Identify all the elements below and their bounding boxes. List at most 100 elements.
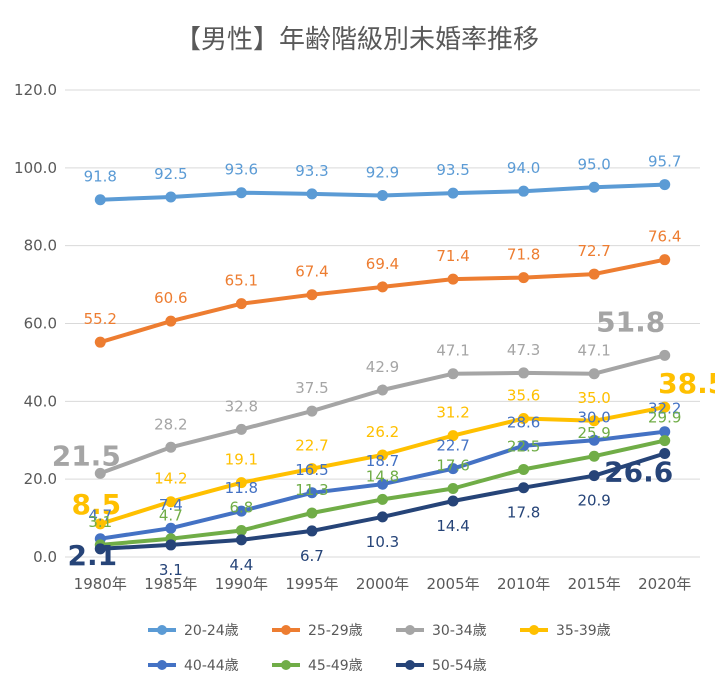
data-label: 37.5 [295, 379, 328, 397]
data-point [588, 434, 600, 446]
data-label: 19.1 [225, 451, 258, 469]
data-label: 93.5 [436, 161, 469, 179]
chart-title: 【男性】年齢階級別未婚率推移 [175, 25, 539, 55]
data-point [377, 511, 388, 523]
data-point [447, 495, 459, 507]
data-label: 3.1 [88, 513, 112, 531]
data-label: 17.8 [507, 504, 540, 522]
x-tick-label: 2010年 [497, 575, 550, 593]
data-point [518, 482, 530, 494]
y-axis-ticks: 0.0 20.0 40.0 60.0 80.0 100.0 120.0 [14, 81, 57, 566]
data-label: 31.2 [436, 404, 469, 422]
data-point [588, 450, 600, 462]
data-point [165, 522, 177, 534]
data-label: 22.7 [436, 437, 469, 455]
x-tick-label: 1985年 [144, 575, 197, 593]
data-point [94, 336, 106, 348]
data-label: 10.3 [366, 533, 399, 551]
data-label: 11.8 [225, 479, 258, 497]
data-point [306, 405, 318, 417]
data-point [659, 254, 671, 266]
data-point [588, 181, 600, 193]
data-label: 17.6 [436, 457, 469, 475]
data-label: 32.2 [648, 400, 681, 418]
data-point [659, 426, 671, 438]
data-label: 20.9 [577, 492, 610, 510]
data-label: 95.7 [648, 153, 681, 171]
data-label: 60.6 [154, 289, 187, 307]
data-label: 42.9 [366, 358, 399, 376]
legend-swatch-marker [281, 625, 291, 635]
legend-swatch-marker [157, 660, 167, 670]
data-point [518, 440, 530, 452]
x-tick-label: 1990年 [215, 575, 268, 593]
data-point [235, 505, 247, 517]
data-point [447, 483, 459, 495]
legend-swatch-marker [157, 625, 167, 635]
data-label: 93.3 [295, 162, 328, 180]
data-label: 4.7 [159, 507, 183, 525]
data-label: 71.4 [436, 247, 469, 265]
legend-swatch-marker [405, 660, 415, 670]
data-point [518, 412, 530, 424]
data-point [306, 463, 318, 475]
data-label: 25.9 [577, 424, 610, 442]
legend-label: 50-54歳 [432, 658, 487, 674]
data-label: 22.7 [295, 437, 328, 455]
data-point [94, 467, 106, 479]
data-point [447, 273, 459, 285]
data-point [377, 189, 388, 201]
y-tick-label: 80.0 [24, 237, 57, 255]
data-label: 47.1 [577, 342, 610, 360]
data-label: 35.0 [577, 389, 610, 407]
data-label: 21.5 [52, 439, 121, 472]
data-label: 35.6 [507, 386, 540, 404]
y-tick-label: 100.0 [14, 159, 57, 177]
data-label: 16.5 [295, 461, 328, 479]
data-point [306, 487, 318, 499]
y-tick-label: 0.0 [33, 548, 57, 566]
legend-label: 35-39歳 [556, 623, 611, 639]
x-axis-ticks: 1980年 1985年 1990年 1995年 2000年 2005年 2010年 2015年… [74, 575, 692, 593]
data-label: 18.7 [366, 452, 399, 470]
y-tick-label: 20.0 [24, 470, 57, 488]
y-tick-label: 120.0 [14, 81, 57, 99]
data-point [94, 194, 106, 206]
legend-swatch-marker [529, 625, 539, 635]
data-label: 67.4 [295, 263, 328, 281]
legend: 20-24歳 25-29歳 30-34歳 35-39歳 40-44歳 45-49歳 50-5… [148, 623, 611, 674]
data-label: 91.8 [84, 168, 117, 186]
data-label: 22.5 [507, 437, 540, 455]
data-label: 76.4 [648, 228, 681, 246]
data-label: 8.5 [71, 488, 121, 521]
x-tick-label: 2020年 [638, 575, 691, 593]
data-label: 26.2 [366, 423, 399, 441]
data-point [377, 478, 388, 490]
data-point [235, 534, 247, 546]
data-point [165, 539, 177, 551]
data-point [94, 543, 106, 555]
data-point [659, 435, 671, 447]
data-label: 93.6 [225, 161, 258, 179]
legend-swatch-marker [281, 660, 291, 670]
data-label: 4.7 [88, 507, 112, 525]
legend-swatch-marker [405, 625, 415, 635]
x-tick-label: 2000年 [356, 575, 409, 593]
data-label: 4.4 [229, 556, 253, 574]
data-point [306, 507, 318, 519]
data-label: 55.2 [84, 310, 117, 328]
data-point [659, 401, 671, 413]
data-point [377, 384, 388, 396]
data-point [447, 430, 459, 442]
data-label: 3.1 [159, 561, 183, 579]
data-label: 14.2 [154, 470, 187, 488]
data-label: 29.9 [648, 409, 681, 427]
data-label: 47.1 [436, 342, 469, 360]
data-label: 30.0 [577, 408, 610, 426]
data-label: 92.9 [366, 163, 399, 181]
data-label: 47.3 [507, 341, 540, 359]
data-point [165, 441, 177, 453]
data-point [306, 525, 318, 537]
data-point [518, 185, 530, 197]
